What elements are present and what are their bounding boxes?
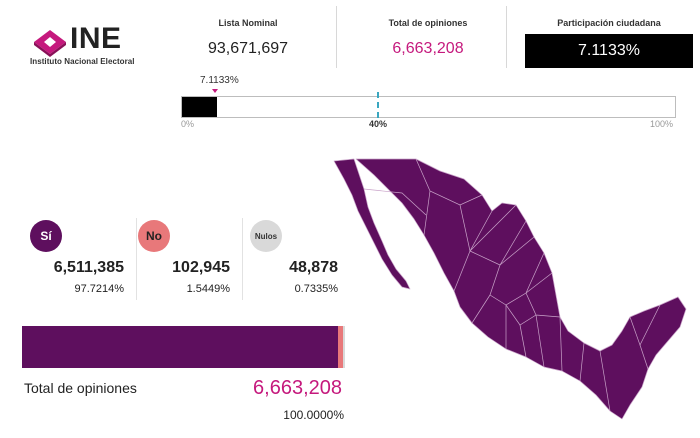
lista-nominal-value: 93,671,697: [207, 40, 289, 57]
nulos-badge: Nulos: [250, 220, 282, 252]
progress-max-label: 100%: [650, 119, 674, 129]
summary-label: Total de opiniones: [24, 380, 137, 396]
no-percent: 1.5449%: [186, 283, 230, 295]
no-count: 102,945: [172, 259, 230, 276]
stacked-bar-segment-nulos: [342, 326, 345, 368]
threshold-marker: [377, 92, 379, 118]
logo-wordmark: INE: [70, 22, 122, 55]
nulos-count: 48,878: [289, 259, 338, 276]
result-card-nulos: Nulos 48,878 0.7335%: [244, 220, 350, 295]
result-card-si: Sí 6,511,385 97.7214%: [30, 220, 136, 295]
total-opiniones-stat: Total de opiniones 6,663,208: [370, 18, 486, 58]
card-divider: [136, 218, 137, 300]
participation-progress-fill: [182, 97, 218, 117]
header-divider: [336, 6, 337, 68]
participation-marker-label: 7.1133%: [200, 75, 239, 86]
stacked-bar-segment-no: [337, 326, 343, 368]
results-stacked-bar: [22, 326, 345, 368]
si-count: 6,511,385: [53, 259, 124, 276]
stacked-bar-segment-si: [22, 326, 338, 368]
participacion-label: Participación ciudadana: [557, 18, 661, 28]
summary-percent: 100.0000%: [283, 408, 344, 422]
participation-progress-bar: [181, 96, 676, 118]
threshold-label: 40%: [369, 119, 388, 129]
participacion-stat: Participación ciudadana 7.1133%: [525, 18, 693, 68]
ine-logo: INE Instituto Nacional Electoral: [28, 22, 153, 72]
header-divider: [506, 6, 507, 68]
card-divider: [242, 218, 243, 300]
total-opiniones-label: Total de opiniones: [388, 18, 468, 28]
no-badge: No: [138, 220, 170, 252]
progress-min-label: 0%: [181, 119, 195, 129]
si-percent: 97.7214%: [74, 283, 124, 295]
participacion-value: 7.1133%: [525, 34, 693, 68]
logo-subtitle: Instituto Nacional Electoral: [30, 57, 135, 66]
lista-nominal-label: Lista Nominal: [218, 18, 278, 28]
total-opiniones-value: 6,663,208: [392, 40, 464, 57]
mexico-map[interactable]: [330, 155, 692, 425]
ine-logo-mark-icon: [34, 30, 66, 57]
si-badge: Sí: [30, 220, 62, 252]
summary-value: 6,663,208: [253, 377, 342, 399]
result-card-no: No 102,945 1.5449%: [136, 220, 242, 295]
lista-nominal-stat: Lista Nominal 93,671,697: [196, 18, 300, 58]
caret-down-icon: [212, 89, 218, 93]
nulos-percent: 0.7335%: [294, 283, 338, 295]
